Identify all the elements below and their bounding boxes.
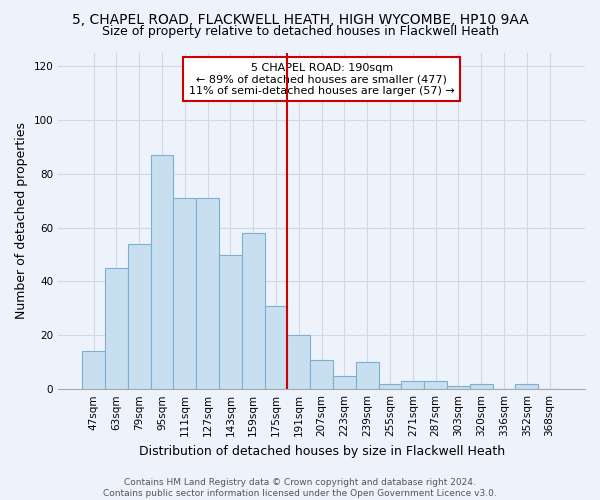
Bar: [219, 254, 242, 389]
Bar: [265, 306, 287, 389]
Bar: [173, 198, 196, 389]
Bar: [310, 360, 333, 389]
Bar: [470, 384, 493, 389]
Text: 5, CHAPEL ROAD, FLACKWELL HEATH, HIGH WYCOMBE, HP10 9AA: 5, CHAPEL ROAD, FLACKWELL HEATH, HIGH WY…: [71, 12, 529, 26]
Bar: [401, 381, 424, 389]
Bar: [424, 381, 447, 389]
Text: 5 CHAPEL ROAD: 190sqm
← 89% of detached houses are smaller (477)
11% of semi-det: 5 CHAPEL ROAD: 190sqm ← 89% of detached …: [189, 62, 454, 96]
Text: Size of property relative to detached houses in Flackwell Heath: Size of property relative to detached ho…: [101, 25, 499, 38]
Bar: [82, 352, 105, 389]
Bar: [287, 336, 310, 389]
Bar: [242, 233, 265, 389]
Bar: [128, 244, 151, 389]
Y-axis label: Number of detached properties: Number of detached properties: [15, 122, 28, 320]
Bar: [379, 384, 401, 389]
Bar: [333, 376, 356, 389]
Bar: [515, 384, 538, 389]
Bar: [447, 386, 470, 389]
Bar: [356, 362, 379, 389]
Bar: [196, 198, 219, 389]
Bar: [105, 268, 128, 389]
Bar: [151, 155, 173, 389]
Text: Contains HM Land Registry data © Crown copyright and database right 2024.
Contai: Contains HM Land Registry data © Crown c…: [103, 478, 497, 498]
X-axis label: Distribution of detached houses by size in Flackwell Heath: Distribution of detached houses by size …: [139, 444, 505, 458]
